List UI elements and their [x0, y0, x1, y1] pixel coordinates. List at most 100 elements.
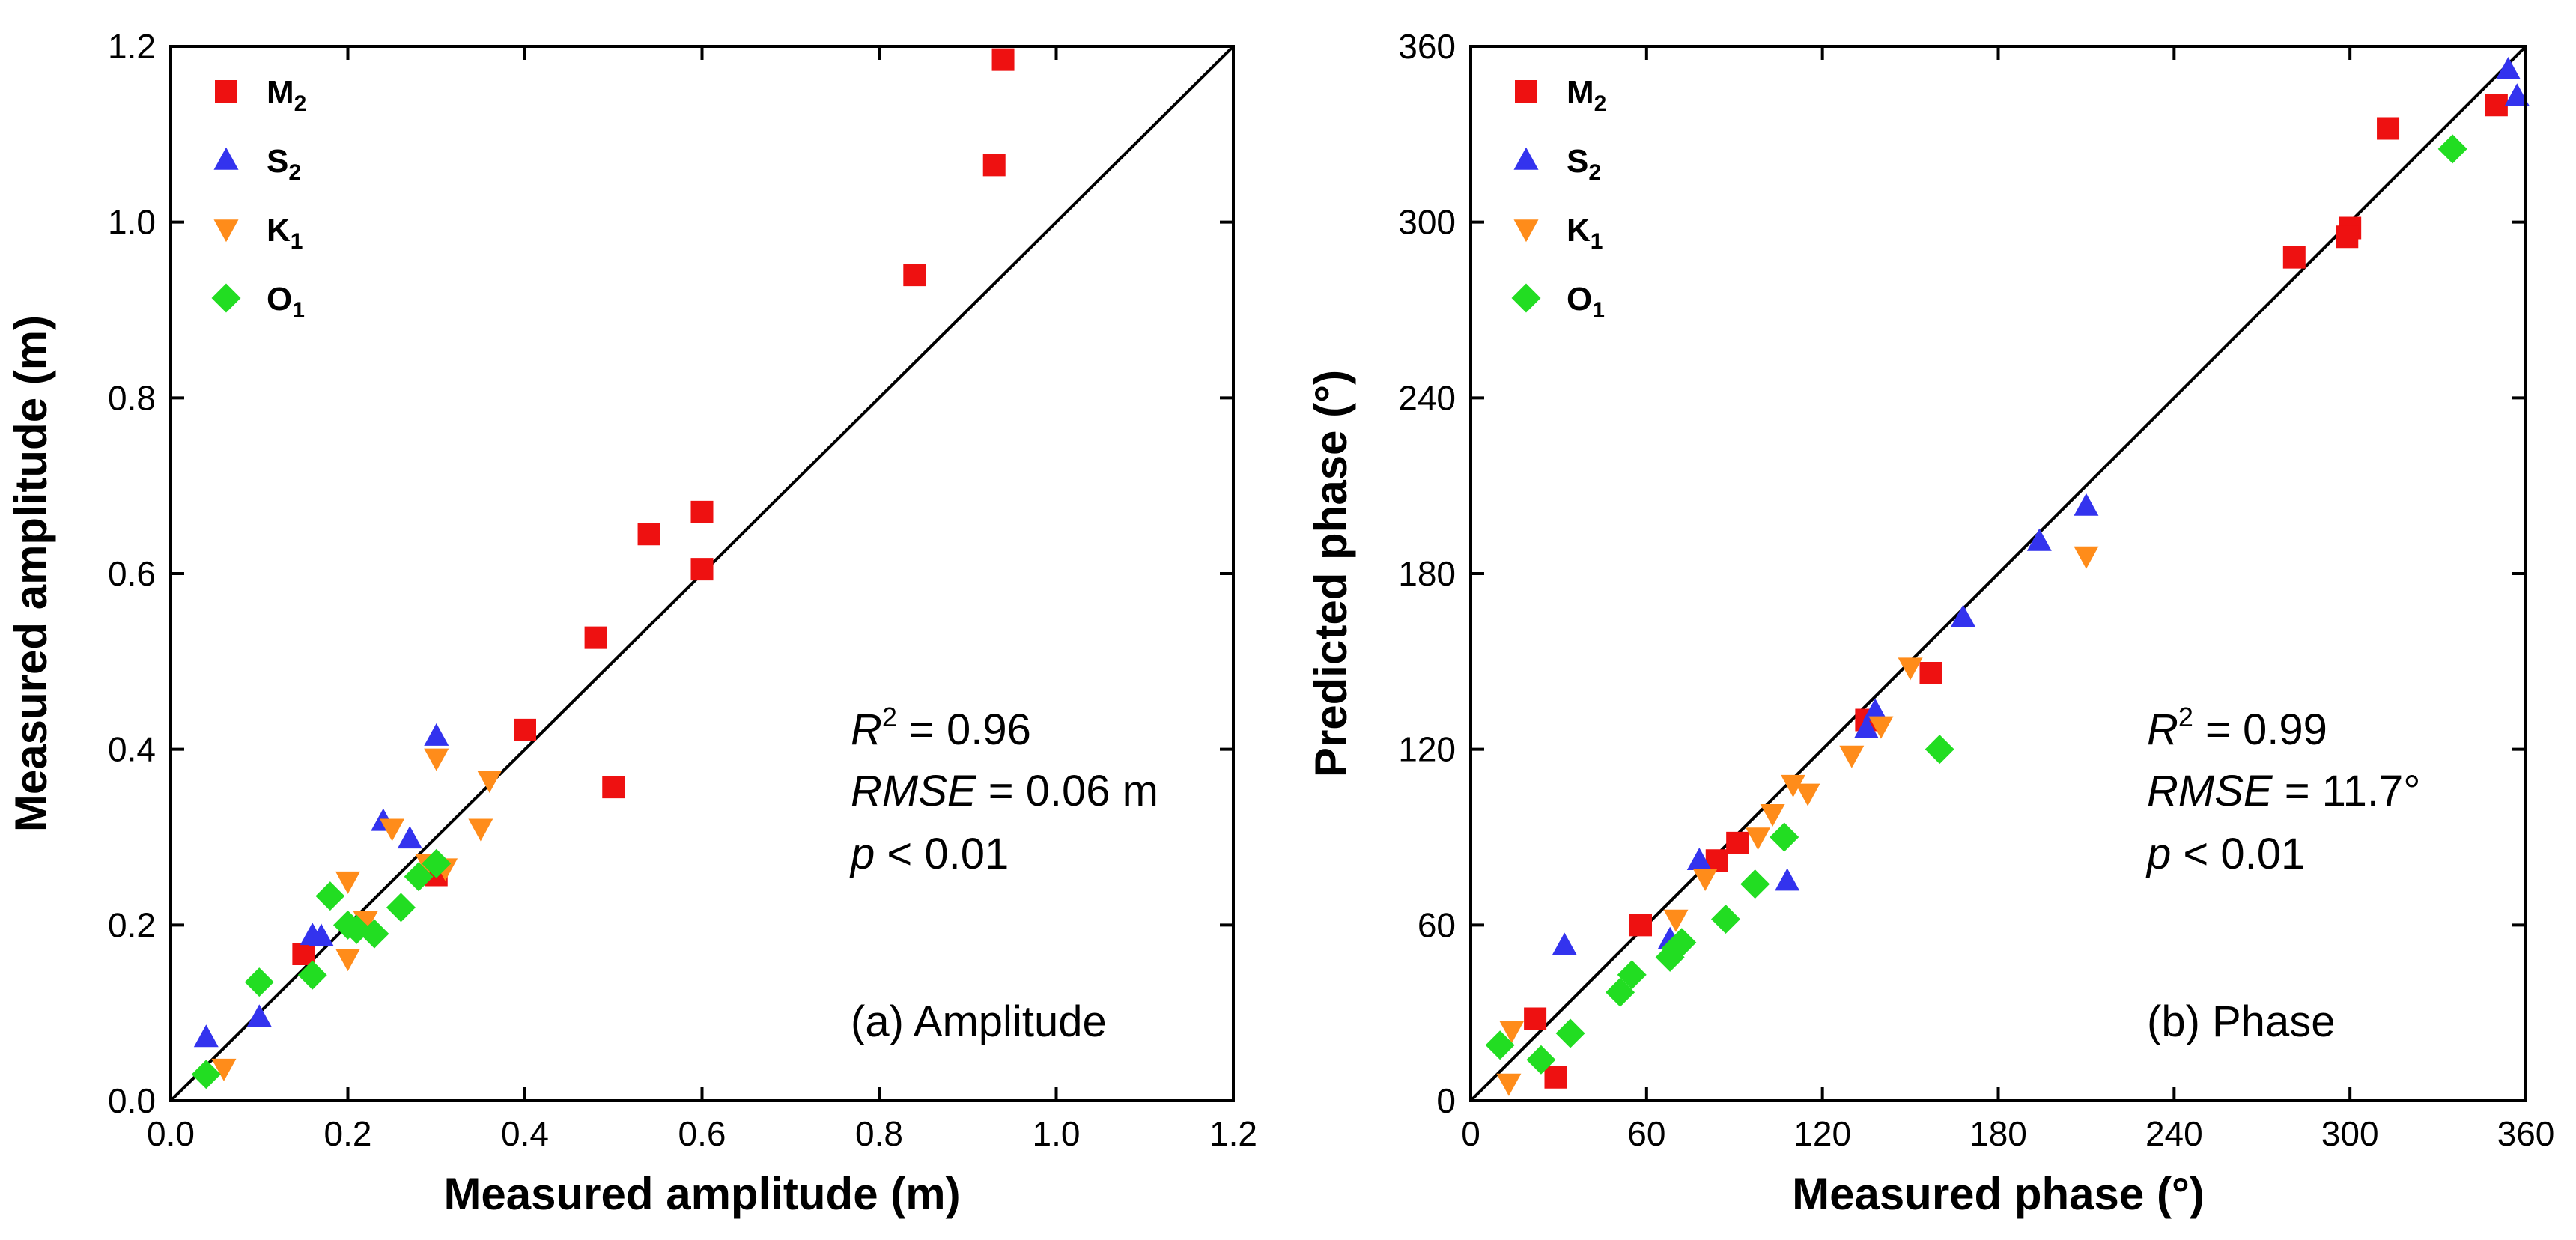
- stat-r2: R2 = 0.96: [851, 702, 1031, 754]
- data-point-m2: [2377, 117, 2400, 140]
- data-point-k1: [424, 748, 449, 771]
- data-point-o1: [1740, 869, 1770, 899]
- x-tick-label: 60: [1627, 1114, 1665, 1153]
- data-point-k1: [335, 949, 360, 972]
- x-tick-label: 360: [2497, 1114, 2555, 1153]
- data-point-m2: [982, 154, 1006, 177]
- legend-name: O: [267, 281, 292, 317]
- legend-label-s2: S2: [267, 143, 301, 185]
- series-o1: [1485, 134, 2467, 1075]
- data-point-k1: [380, 818, 405, 842]
- data-point-m2: [1726, 831, 1749, 854]
- legend-subscript: 2: [1588, 160, 1601, 185]
- y-tick-label: 180: [1398, 554, 1456, 593]
- stat-rmse-value: = 11.7°: [2273, 767, 2421, 815]
- x-tick-label: 0: [1461, 1114, 1480, 1153]
- data-point-o1: [2437, 134, 2467, 164]
- data-point-s2: [424, 723, 449, 746]
- x-tick-label: 240: [2145, 1114, 2203, 1153]
- data-point-o1: [244, 967, 274, 997]
- data-point-m2: [903, 264, 926, 287]
- legend-label-m2: M2: [1567, 74, 1606, 116]
- stat-rmse-value: = 0.06 m: [976, 767, 1158, 815]
- y-tick-label: 120: [1398, 730, 1456, 769]
- data-point-m2: [637, 523, 660, 546]
- data-point-s2: [397, 826, 422, 849]
- data-point-k1: [477, 770, 502, 793]
- data-point-k1: [1663, 909, 1689, 932]
- legend-subscript: 1: [1592, 298, 1605, 323]
- data-point-s2: [1686, 848, 1712, 871]
- data-point-k1: [335, 871, 360, 894]
- stat-p: p < 0.01: [2145, 830, 2305, 878]
- data-point-k1: [353, 911, 378, 934]
- legend-label-m2: M2: [267, 74, 306, 116]
- legend-marker-s2: [213, 147, 239, 170]
- legend-name: S: [267, 143, 288, 180]
- legend-name: S: [1567, 143, 1588, 180]
- legend-name: M: [1567, 74, 1594, 111]
- legend-label-s2: S2: [1567, 143, 1601, 185]
- y-tick-label: 0.2: [108, 905, 156, 944]
- data-point-k1: [2074, 546, 2099, 569]
- stat-r2-value: = 0.96: [897, 705, 1031, 754]
- stat-r2-symbol: R: [2147, 705, 2178, 754]
- legend-subscript: 1: [1591, 229, 1603, 254]
- legend-label-o1: O1: [267, 281, 305, 323]
- stat-p: p < 0.01: [849, 830, 1009, 878]
- series-m2: [292, 48, 1015, 966]
- data-point-s2: [1951, 604, 1976, 627]
- data-point-o1: [386, 893, 416, 923]
- data-point-o1: [404, 862, 434, 892]
- data-point-o1: [1925, 735, 1954, 765]
- data-point-s2: [1862, 698, 1888, 721]
- legend-marker-o1: [211, 283, 241, 313]
- legend-name: M: [267, 74, 294, 111]
- stat-r2: R2 = 0.99: [2147, 702, 2327, 754]
- data-point-m2: [1705, 849, 1728, 872]
- data-point-m2: [2336, 225, 2359, 249]
- reference-line: [1469, 45, 2527, 1102]
- x-tick-label: 0.4: [501, 1114, 549, 1153]
- data-point-m2: [292, 943, 315, 966]
- panel-label: (a) Amplitude: [851, 997, 1107, 1046]
- data-point-s2: [2026, 528, 2052, 551]
- data-point-o1: [1555, 1018, 1585, 1048]
- stat-rmse: RMSE = 11.7°: [2147, 767, 2420, 815]
- data-point-k1: [1692, 869, 1718, 892]
- data-point-k1: [1746, 827, 1771, 851]
- data-point-k1: [1781, 774, 1806, 797]
- data-point-s2: [2504, 83, 2530, 106]
- data-point-m2: [1524, 1007, 1547, 1030]
- panel-phase: 0 60 120 180 240 300 360 0 60 120 180 240 300 360 Meas…: [1306, 27, 2554, 1219]
- y-tick-label: 0.0: [108, 1081, 156, 1120]
- x-tick-label: 1.2: [1209, 1114, 1257, 1153]
- stat-p-symbol: p: [849, 830, 875, 878]
- legend-label-o1: O1: [1567, 281, 1605, 323]
- data-point-k1: [1898, 657, 1923, 681]
- stat-p-value: < 0.01: [875, 830, 1009, 878]
- stat-rmse: RMSE = 0.06 m: [851, 767, 1158, 815]
- x-tick-label: 0.2: [324, 1114, 372, 1153]
- y-tick-label: 360: [1398, 27, 1456, 66]
- x-tick-label: 300: [2321, 1114, 2379, 1153]
- data-point-o1: [1770, 822, 1799, 852]
- legend-label-k1: K1: [1567, 212, 1603, 254]
- legend-subscript: 1: [291, 229, 303, 254]
- data-point-k1: [468, 818, 493, 842]
- y-tick-label: 1.2: [108, 27, 156, 66]
- data-point-k1: [211, 1058, 237, 1081]
- legend-label-k1: K1: [267, 212, 303, 254]
- data-point-o1: [422, 848, 452, 878]
- stat-r2-value: = 0.99: [2193, 705, 2327, 754]
- data-point-s2: [309, 923, 334, 946]
- stat-r2-superscript: 2: [2178, 702, 2193, 732]
- data-point-s2: [1775, 868, 1800, 891]
- data-point-o1: [341, 914, 371, 944]
- legend-name: K: [1567, 212, 1591, 249]
- data-point-m2: [2485, 94, 2508, 117]
- data-point-o1: [1711, 905, 1741, 934]
- data-point-k1: [1760, 803, 1785, 827]
